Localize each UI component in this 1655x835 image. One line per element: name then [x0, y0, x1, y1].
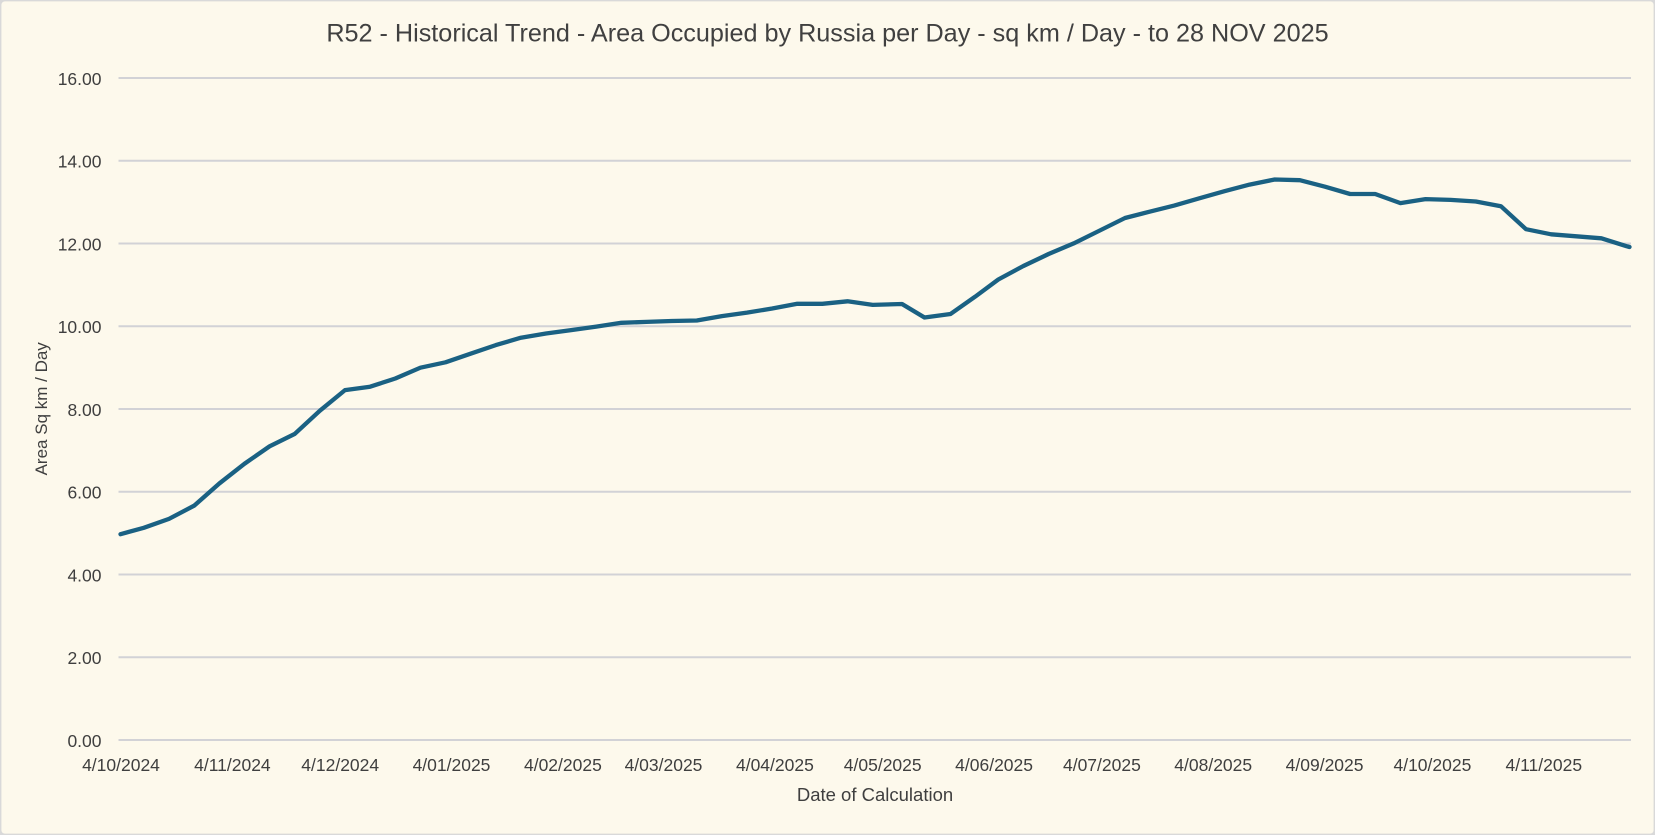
svg-text:8.00: 8.00 [67, 400, 101, 420]
svg-text:4/04/2025: 4/04/2025 [736, 755, 814, 775]
svg-text:4/11/2025: 4/11/2025 [1506, 755, 1583, 775]
svg-text:0.00: 0.00 [67, 731, 101, 751]
svg-text:6.00: 6.00 [67, 483, 101, 503]
svg-text:12.00: 12.00 [58, 234, 102, 254]
svg-text:14.00: 14.00 [58, 152, 102, 172]
svg-text:4/02/2025: 4/02/2025 [524, 755, 602, 775]
svg-text:Area Sq km / Day: Area Sq km / Day [32, 342, 51, 476]
svg-text:Date of Calculation: Date of Calculation [797, 784, 953, 805]
svg-text:4/11/2024: 4/11/2024 [194, 755, 271, 775]
svg-text:4/07/2025: 4/07/2025 [1063, 755, 1141, 775]
svg-text:10.00: 10.00 [58, 317, 102, 337]
svg-text:4/01/2025: 4/01/2025 [413, 755, 491, 775]
svg-text:4.00: 4.00 [67, 565, 101, 585]
svg-text:16.00: 16.00 [58, 69, 102, 89]
svg-text:R52 - Historical Trend - Area: R52 - Historical Trend - Area Occupied b… [326, 20, 1328, 48]
svg-text:4/10/2024: 4/10/2024 [82, 755, 160, 775]
svg-text:4/05/2025: 4/05/2025 [844, 755, 922, 775]
svg-text:4/09/2025: 4/09/2025 [1286, 755, 1364, 775]
svg-text:4/03/2025: 4/03/2025 [625, 755, 703, 775]
svg-text:2.00: 2.00 [67, 648, 101, 668]
svg-text:4/08/2025: 4/08/2025 [1174, 755, 1252, 775]
svg-text:4/12/2024: 4/12/2024 [301, 755, 379, 775]
svg-text:4/06/2025: 4/06/2025 [955, 755, 1033, 775]
svg-text:4/10/2025: 4/10/2025 [1393, 755, 1471, 775]
